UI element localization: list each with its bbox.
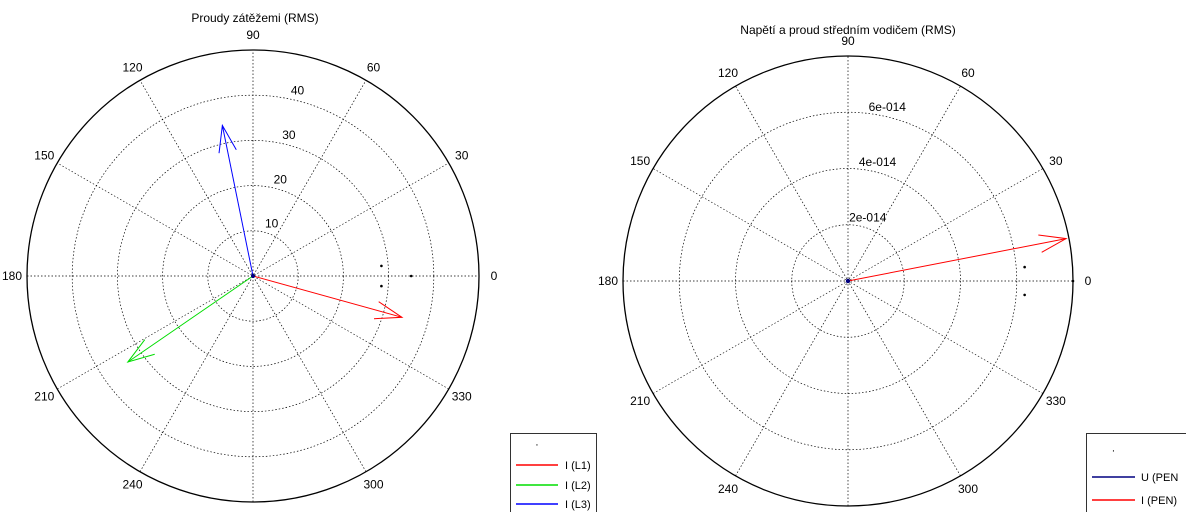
dot-marker (1023, 293, 1026, 297)
legend-label: I (PEN) (1141, 495, 1177, 507)
angle-tick-label: 60 (367, 60, 381, 74)
angle-tick-label: 210 (34, 390, 54, 404)
dot-marker (1023, 265, 1026, 269)
dot-marker (409, 274, 413, 278)
center-point (846, 279, 850, 283)
dot-marker (380, 264, 383, 268)
legend-label: U (PEN (1141, 472, 1178, 484)
angle-tick-label: 60 (961, 66, 975, 80)
angle-tick-label: 240 (122, 478, 142, 492)
radial-tick-label: 10 (265, 217, 279, 231)
dot-marker (380, 284, 383, 288)
angle-tick-label: 30 (455, 149, 469, 163)
phasor-arrowhead-1-1 (1038, 234, 1068, 253)
angle-tick-label: 330 (452, 390, 472, 404)
phasor-line-0-0 (252, 275, 403, 318)
angle-tick-label: 150 (34, 149, 54, 163)
angle-tick-label: 180 (598, 274, 618, 288)
radial-tick-label: 30 (282, 128, 296, 142)
chart-title: Proudy zátěžemi (RMS) (191, 11, 318, 25)
angle-tick-label: 180 (2, 269, 22, 283)
legend-label: I (L3) (565, 499, 591, 511)
legend-box (510, 433, 597, 512)
radial-tick-label: 40 (291, 84, 305, 98)
legend-box (1086, 433, 1186, 512)
angle-tick-label: 300 (958, 482, 978, 496)
phasor-arrowhead-0-1 (126, 339, 155, 363)
dot-marker (1071, 279, 1075, 283)
radial-tick-label: 20 (274, 172, 288, 186)
angle-tick-label: 90 (841, 34, 855, 48)
legend-label: I (L2) (565, 480, 591, 492)
radial-tick-label: 6e-014 (869, 100, 907, 114)
angle-tick-label: 270 (243, 510, 263, 512)
phasor-line-0-1 (127, 275, 254, 363)
legend-label: I (L1) (565, 460, 591, 472)
angle-tick-label: 330 (1046, 394, 1066, 408)
legend-marker-glyph: · (535, 439, 539, 451)
angle-tick-label: 150 (630, 154, 650, 168)
polar-chart-pen-voltage-current: Napětí a proud středním vodičem (RMS) 0 30… (598, 23, 1186, 512)
grid-circle (207, 230, 299, 322)
radial-tick-label: 4e-014 (859, 155, 897, 169)
angle-tick-label: 90 (246, 28, 260, 42)
phasor-arrowhead-0-0 (373, 301, 404, 320)
angle-tick-label: 300 (363, 478, 383, 492)
angle-tick-label: 0 (1085, 274, 1092, 288)
center-point (251, 274, 255, 278)
legend-marker-glyph: · (1112, 445, 1116, 457)
polar-chart-load-currents: Proudy zátěžemi (RMS) 0 30 60 90 120 150 180 210… (2, 11, 597, 512)
radial-tick-label: 2e-014 (849, 211, 887, 225)
angle-tick-label: 120 (718, 66, 738, 80)
phasor-line-1-1 (847, 238, 1067, 282)
angle-tick-label: 240 (718, 482, 738, 496)
phasor-arrowhead-0-2 (218, 123, 237, 154)
angle-tick-label: 0 (491, 269, 498, 283)
angle-tick-label: 120 (122, 60, 142, 74)
phasor-line-0-2 (221, 125, 254, 277)
chart-title: Napětí a proud středním vodičem (RMS) (740, 23, 955, 37)
angle-tick-label: 210 (630, 394, 650, 408)
outer-circle (26, 49, 480, 503)
angle-tick-label: 30 (1049, 154, 1063, 168)
